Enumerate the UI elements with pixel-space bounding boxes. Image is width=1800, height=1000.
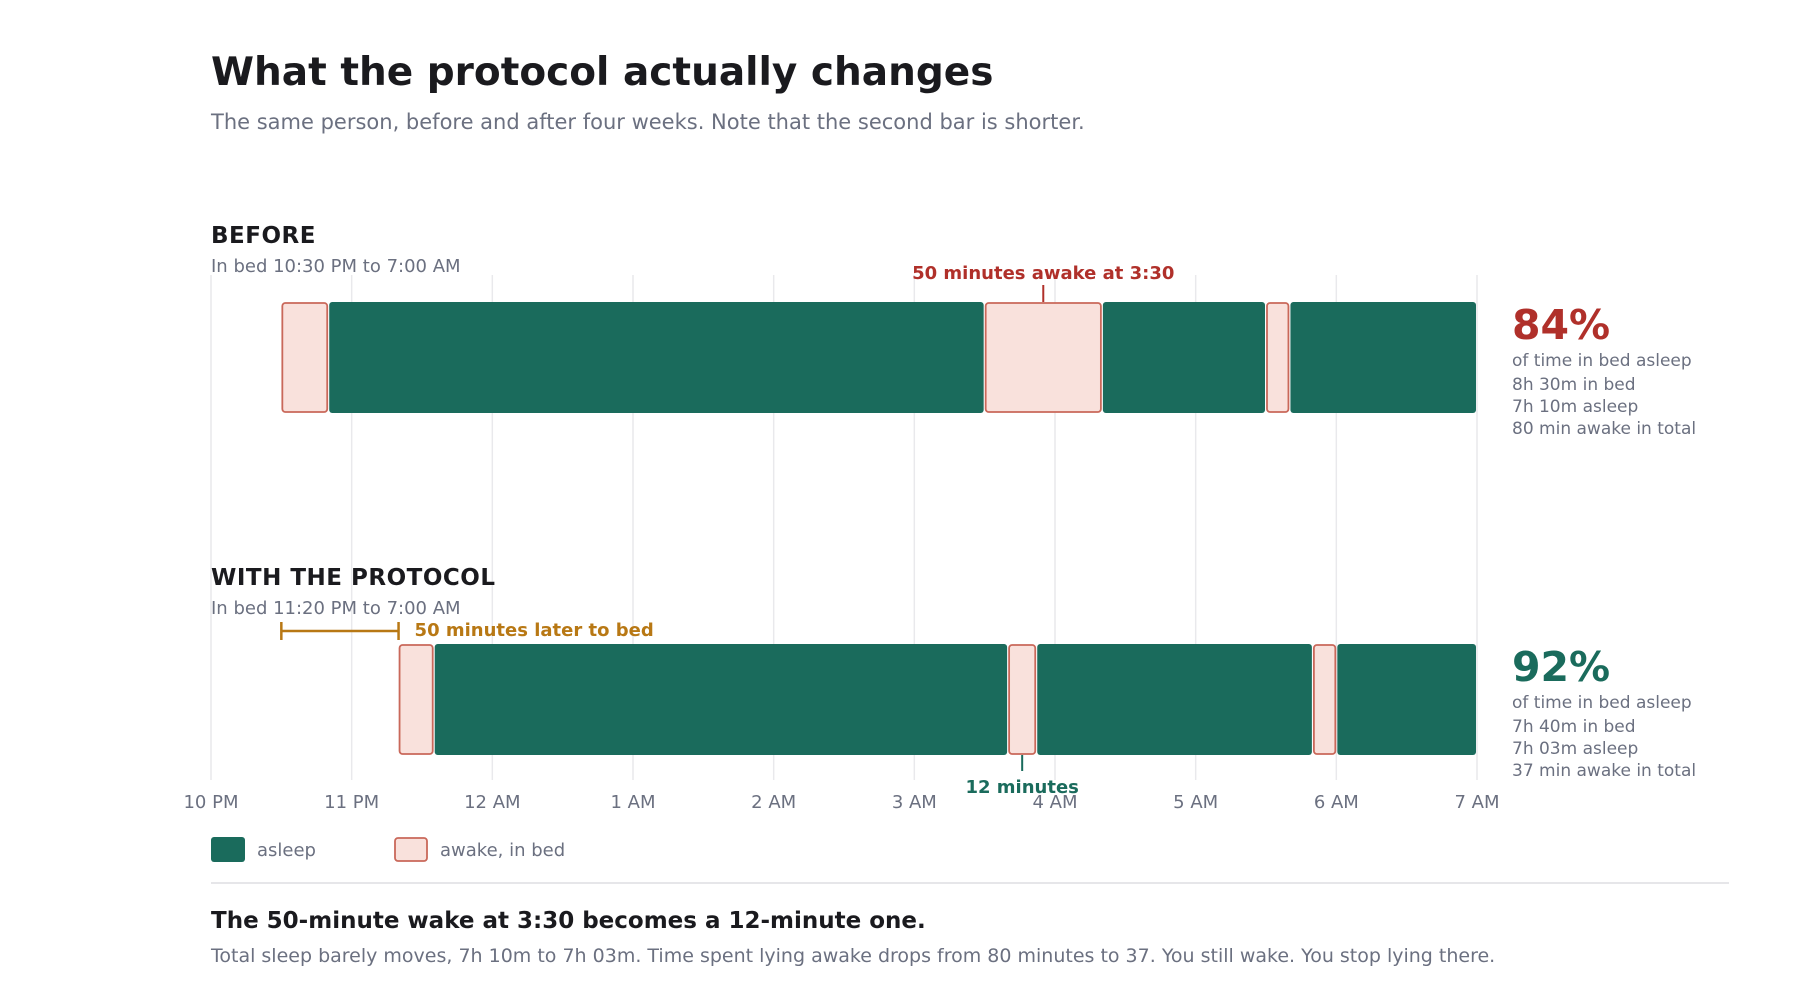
asleep-segment: [329, 302, 984, 413]
x-tick-label: 3 AM: [892, 792, 937, 813]
stat-line: 37 min awake in total: [1512, 761, 1696, 781]
asleep-segment: [1037, 644, 1312, 755]
footer-body: Total sleep barely moves, 7h 10m to 7h 0…: [211, 945, 1496, 967]
x-tick-label: 11 PM: [324, 792, 379, 813]
row-sublabel: In bed 10:30 PM to 7:00 AM: [211, 256, 461, 277]
x-tick-label: 10 PM: [183, 792, 238, 813]
legend-label: asleep: [257, 840, 316, 861]
stat-label: of time in bed asleep: [1512, 693, 1692, 713]
stat-line: 7h 40m in bed: [1512, 717, 1636, 737]
x-tick-label: 12 AM: [464, 792, 520, 813]
row-label: WITH THE PROTOCOL: [211, 565, 495, 591]
row-sublabel: In bed 11:20 PM to 7:00 AM: [211, 598, 461, 619]
awake-segment: [984, 302, 1102, 413]
awake-segment: [1008, 644, 1037, 755]
stat-label: of time in bed asleep: [1512, 351, 1692, 371]
stat-line: 7h 03m asleep: [1512, 739, 1638, 759]
footer-divider: [211, 882, 1729, 884]
x-tick-label: 6 AM: [1314, 792, 1359, 813]
awake-segment: [1266, 302, 1290, 413]
footer-headline: The 50-minute wake at 3:30 becomes a 12-…: [211, 908, 926, 934]
asleep-segment: [1290, 302, 1476, 413]
stat-line: 7h 10m asleep: [1512, 397, 1638, 417]
x-tick-label: 1 AM: [610, 792, 655, 813]
sleep-timeline-chart: 10 PM 11 PM 12 AM 1 AM 2 AM 3 AM 4 AM 5 AM 6 AM 7…: [183, 223, 1696, 862]
awake-segment: [398, 644, 434, 755]
x-tick-label: 4 AM: [1032, 792, 1077, 813]
callout-label: 50 minutes awake at 3:30: [912, 263, 1174, 284]
callout-label: 12 minutes: [965, 777, 1078, 798]
stat-line: 80 min awake in total: [1512, 419, 1696, 439]
awake-segment: [281, 302, 329, 413]
stat-line: 8h 30m in bed: [1512, 375, 1636, 395]
awake-segment: [1312, 644, 1337, 755]
asleep-segment: [1102, 302, 1265, 413]
x-tick-label: 2 AM: [751, 792, 796, 813]
x-tick-label: 5 AM: [1173, 792, 1218, 813]
stat-value: 84%: [1512, 301, 1610, 349]
shift-label: 50 minutes later to bed: [415, 620, 654, 641]
legend-swatch-awake: [394, 837, 428, 862]
legend-label: awake, in bed: [440, 840, 565, 861]
page-title: What the protocol actually changes: [211, 50, 994, 95]
page-subtitle: The same person, before and after four w…: [211, 110, 1085, 134]
legend-swatch-asleep: [211, 837, 245, 862]
x-tick-label: 7 AM: [1454, 792, 1499, 813]
stat-value: 92%: [1512, 643, 1610, 691]
row-label: BEFORE: [211, 223, 316, 249]
asleep-segment: [1337, 644, 1476, 755]
asleep-segment: [434, 644, 1008, 755]
